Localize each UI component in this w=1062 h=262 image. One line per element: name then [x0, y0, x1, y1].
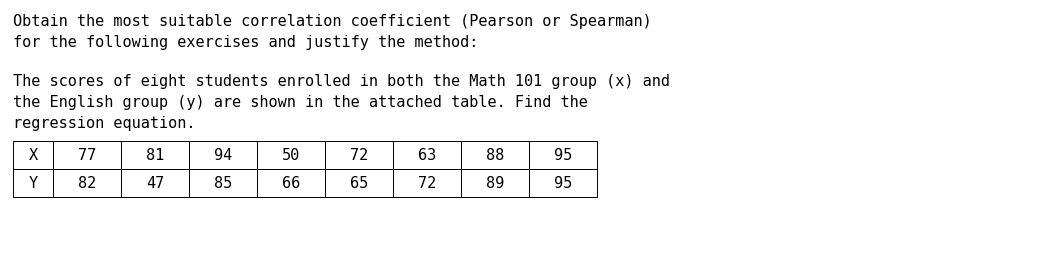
Bar [393, 169, 461, 197]
Text: 47: 47 [145, 176, 165, 190]
Text: 65: 65 [349, 176, 369, 190]
Text: 72: 72 [349, 148, 369, 162]
Bar [461, 141, 529, 169]
Bar [53, 169, 121, 197]
Text: 94: 94 [213, 148, 233, 162]
Bar [257, 141, 325, 169]
Bar [257, 169, 325, 197]
Bar [529, 169, 597, 197]
Text: 77: 77 [78, 148, 97, 162]
Bar [121, 141, 189, 169]
Text: 50: 50 [281, 148, 301, 162]
Text: 89: 89 [486, 176, 504, 190]
Bar [189, 141, 257, 169]
Text: regression equation.: regression equation. [13, 116, 195, 131]
Text: for the following exercises and justify the method:: for the following exercises and justify … [13, 35, 478, 50]
Bar [121, 169, 189, 197]
Text: 82: 82 [78, 176, 97, 190]
Bar [529, 141, 597, 169]
Text: 81: 81 [145, 148, 165, 162]
Bar [53, 141, 121, 169]
Bar [461, 169, 529, 197]
Text: the English group (y) are shown in the attached table. Find the: the English group (y) are shown in the a… [13, 95, 588, 110]
Bar [13, 169, 53, 197]
Text: 85: 85 [213, 176, 233, 190]
Text: 72: 72 [417, 176, 436, 190]
Bar [13, 141, 53, 169]
Bar [393, 141, 461, 169]
Text: 88: 88 [486, 148, 504, 162]
Text: 66: 66 [281, 176, 301, 190]
Bar [325, 141, 393, 169]
Text: 63: 63 [417, 148, 436, 162]
Text: Y: Y [29, 176, 37, 190]
Text: X: X [29, 148, 37, 162]
Text: 95: 95 [554, 148, 572, 162]
Bar [325, 169, 393, 197]
Text: 95: 95 [554, 176, 572, 190]
Text: The scores of eight students enrolled in both the Math 101 group (x) and: The scores of eight students enrolled in… [13, 74, 670, 89]
Text: Obtain the most suitable correlation coefficient (Pearson or Spearman): Obtain the most suitable correlation coe… [13, 14, 652, 29]
Bar [189, 169, 257, 197]
